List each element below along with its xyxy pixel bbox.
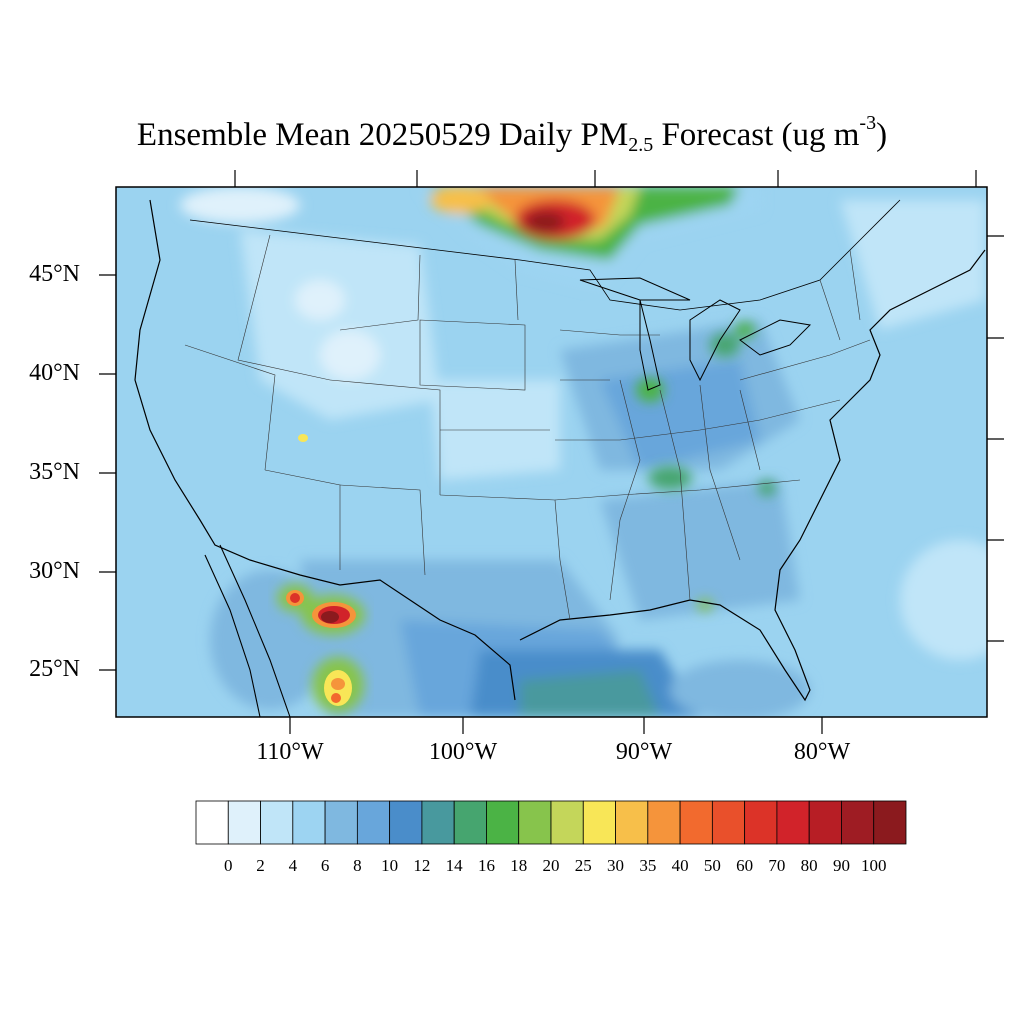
lon-label-90w: 90°W: [615, 739, 673, 765]
colorbar-swatch: [324, 800, 358, 845]
axis-ticks: [99, 170, 1004, 734]
colorbar: [195, 800, 907, 845]
colorbar-swatch: [227, 800, 261, 845]
colorbar-swatch: [647, 800, 681, 845]
lat-label-40: 40°N: [29, 360, 80, 386]
colorbar-tick-label: 14: [445, 856, 463, 875]
colorbar-swatch: [582, 800, 616, 845]
colorbar-swatch: [841, 800, 875, 845]
canada-smoke-plume: [420, 187, 760, 290]
colorbar-swatch: [260, 800, 294, 845]
map-frame: [115, 186, 988, 718]
chart-title: Ensemble Mean 20250529 Daily PM2.5 Forec…: [0, 112, 1024, 157]
colorbar-swatch: [744, 800, 778, 845]
colorbar-tick-label: 50: [703, 856, 721, 875]
concentration-field: [180, 187, 987, 717]
colorbar-swatch: [486, 800, 520, 845]
colorbar-tick-label: 16: [477, 856, 495, 875]
colorbar-tick-label: 2: [256, 856, 265, 875]
lat-label-30: 30°N: [29, 558, 80, 584]
colorbar-tick-label: 35: [639, 856, 657, 875]
lon-label-80w: 80°W: [793, 739, 851, 765]
colorbar-swatch: [550, 800, 584, 845]
colorbar-swatch: [711, 800, 746, 845]
colorbar-swatch: [292, 800, 326, 845]
title-superscript: -3: [859, 112, 877, 134]
colorbar-tick-label: 6: [320, 856, 330, 875]
lat-label-45: 45°N: [29, 261, 80, 287]
colorbar-tick-label: 30: [607, 856, 625, 875]
political-boundaries: [134, 199, 986, 717]
title-close: ): [876, 117, 888, 153]
lon-label-100w: 100°W: [428, 739, 498, 765]
colorbar-swatch: [421, 800, 455, 845]
colorbar-tick-label: 25: [574, 856, 592, 875]
colorbar-swatch: [195, 800, 229, 845]
colorbar-swatch: [453, 800, 487, 845]
colorbar-tick-label: 80: [800, 856, 818, 875]
colorbar-tick-label: 70: [768, 856, 786, 875]
colorbar-tick-label: 10: [381, 856, 399, 875]
title-subscript: 2.5: [628, 134, 654, 156]
colorbar-tick-label: 12: [413, 856, 431, 875]
colorbar-tick-label: 40: [671, 856, 689, 875]
colorbar-tick-label: 20: [542, 856, 560, 875]
lat-label-25: 25°N: [29, 656, 80, 682]
title-main: Ensemble Mean 20250529 Daily PM: [136, 117, 629, 153]
colorbar-swatch: [389, 800, 423, 845]
colorbar-tick-label: 90: [832, 856, 850, 875]
colorbar-tick-label: 8: [353, 856, 362, 875]
colorbar-swatch: [356, 800, 391, 845]
lon-label-110w: 110°W: [256, 739, 324, 765]
colorbar-tick-label: 100: [860, 856, 887, 875]
mexico-fire-hotspots: [277, 434, 365, 713]
colorbar-tick-label: 4: [288, 856, 298, 875]
colorbar-tick-label: 0: [224, 856, 233, 875]
colorbar-swatch: [518, 800, 552, 845]
colorbar-swatch: [679, 800, 713, 845]
colorbar-swatch: [808, 800, 842, 845]
colorbar-tick-label: 18: [510, 856, 528, 875]
lat-label-35: 35°N: [29, 459, 80, 485]
title-rest: Forecast (ug m: [653, 117, 860, 153]
colorbar-swatch: [615, 800, 649, 845]
map-panel: [116, 187, 987, 717]
colorbar-tick-label: 60: [736, 856, 754, 875]
colorbar-swatch: [776, 800, 810, 845]
colorbar-swatch: [873, 800, 907, 845]
